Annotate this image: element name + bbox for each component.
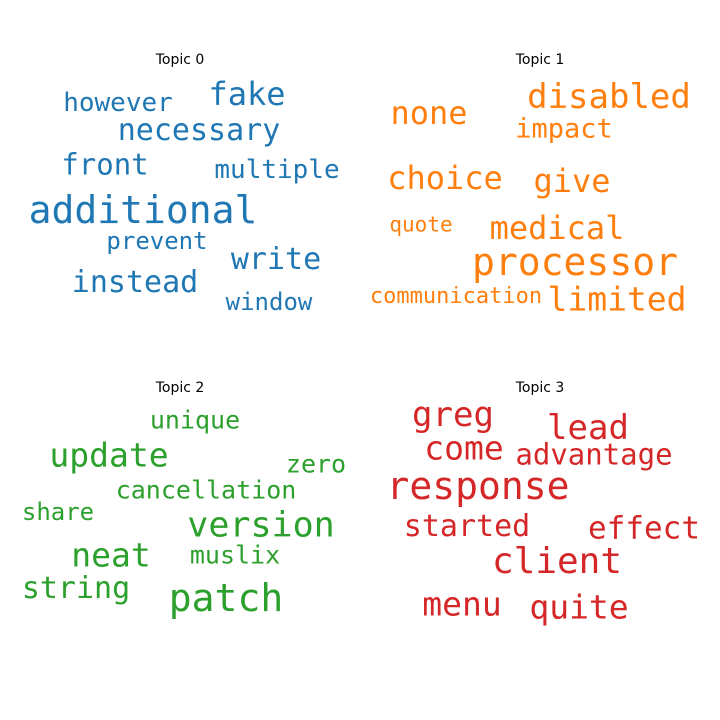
word-necessary: necessary <box>117 113 281 148</box>
word-muslix: muslix <box>189 540 281 570</box>
word-limited: limited <box>547 279 687 319</box>
word-front: front <box>61 147 149 182</box>
topic-2-panel: Topic 2 patch version update neat string canc… <box>0 360 360 720</box>
word-processor: processor <box>472 240 678 284</box>
word-multiple: multiple <box>214 155 340 185</box>
topic-1-panel: Topic 1 processor disabled limited none choi… <box>360 0 720 360</box>
word-neat: neat <box>71 535 151 575</box>
topic-1-title: Topic 1 <box>515 52 565 68</box>
word-communication: communication <box>369 284 543 309</box>
word-quote: quote <box>389 212 453 237</box>
word-disabled: disabled <box>527 77 691 117</box>
topic-3-panel: Topic 3 response client greg lead come menu qu… <box>360 360 720 720</box>
word-response: response <box>386 464 570 508</box>
word-patch: patch <box>168 576 284 620</box>
word-share: share <box>21 498 95 526</box>
word-client: client <box>491 541 623 582</box>
word-choice: choice <box>387 159 503 197</box>
word-instead: instead <box>71 265 199 300</box>
word-window: window <box>225 288 313 316</box>
word-medical: medical <box>489 209 625 247</box>
word-version: version <box>187 505 335 546</box>
word-none: none <box>390 94 468 132</box>
word-come: come <box>424 428 504 468</box>
word-lead: lead <box>547 408 629 448</box>
word-quite: quite <box>529 587 629 627</box>
topic-2-title: Topic 2 <box>155 380 205 396</box>
word-advantage: advantage <box>515 437 673 472</box>
word-effect: effect <box>588 510 700 547</box>
word-prevent: prevent <box>106 227 208 255</box>
word-update: update <box>49 435 169 475</box>
topic-0-panel: Topic 0 additional fake necessary instead wr… <box>0 0 360 360</box>
word-write: write <box>230 242 322 277</box>
word-unique: unique <box>149 405 241 435</box>
word-string: string <box>21 571 131 606</box>
word-however: however <box>63 88 173 118</box>
word-started: started <box>403 509 531 544</box>
word-zero: zero <box>285 449 347 479</box>
word-menu: menu <box>422 584 502 624</box>
word-fake: fake <box>208 75 286 113</box>
topic-0-title: Topic 0 <box>155 52 205 68</box>
word-impact: impact <box>515 113 613 145</box>
word-give: give <box>533 162 611 200</box>
word-greg: greg <box>412 395 494 435</box>
topic-3-title: Topic 3 <box>515 380 565 396</box>
word-additional: additional <box>28 188 258 232</box>
word-cancellation: cancellation <box>115 475 297 505</box>
